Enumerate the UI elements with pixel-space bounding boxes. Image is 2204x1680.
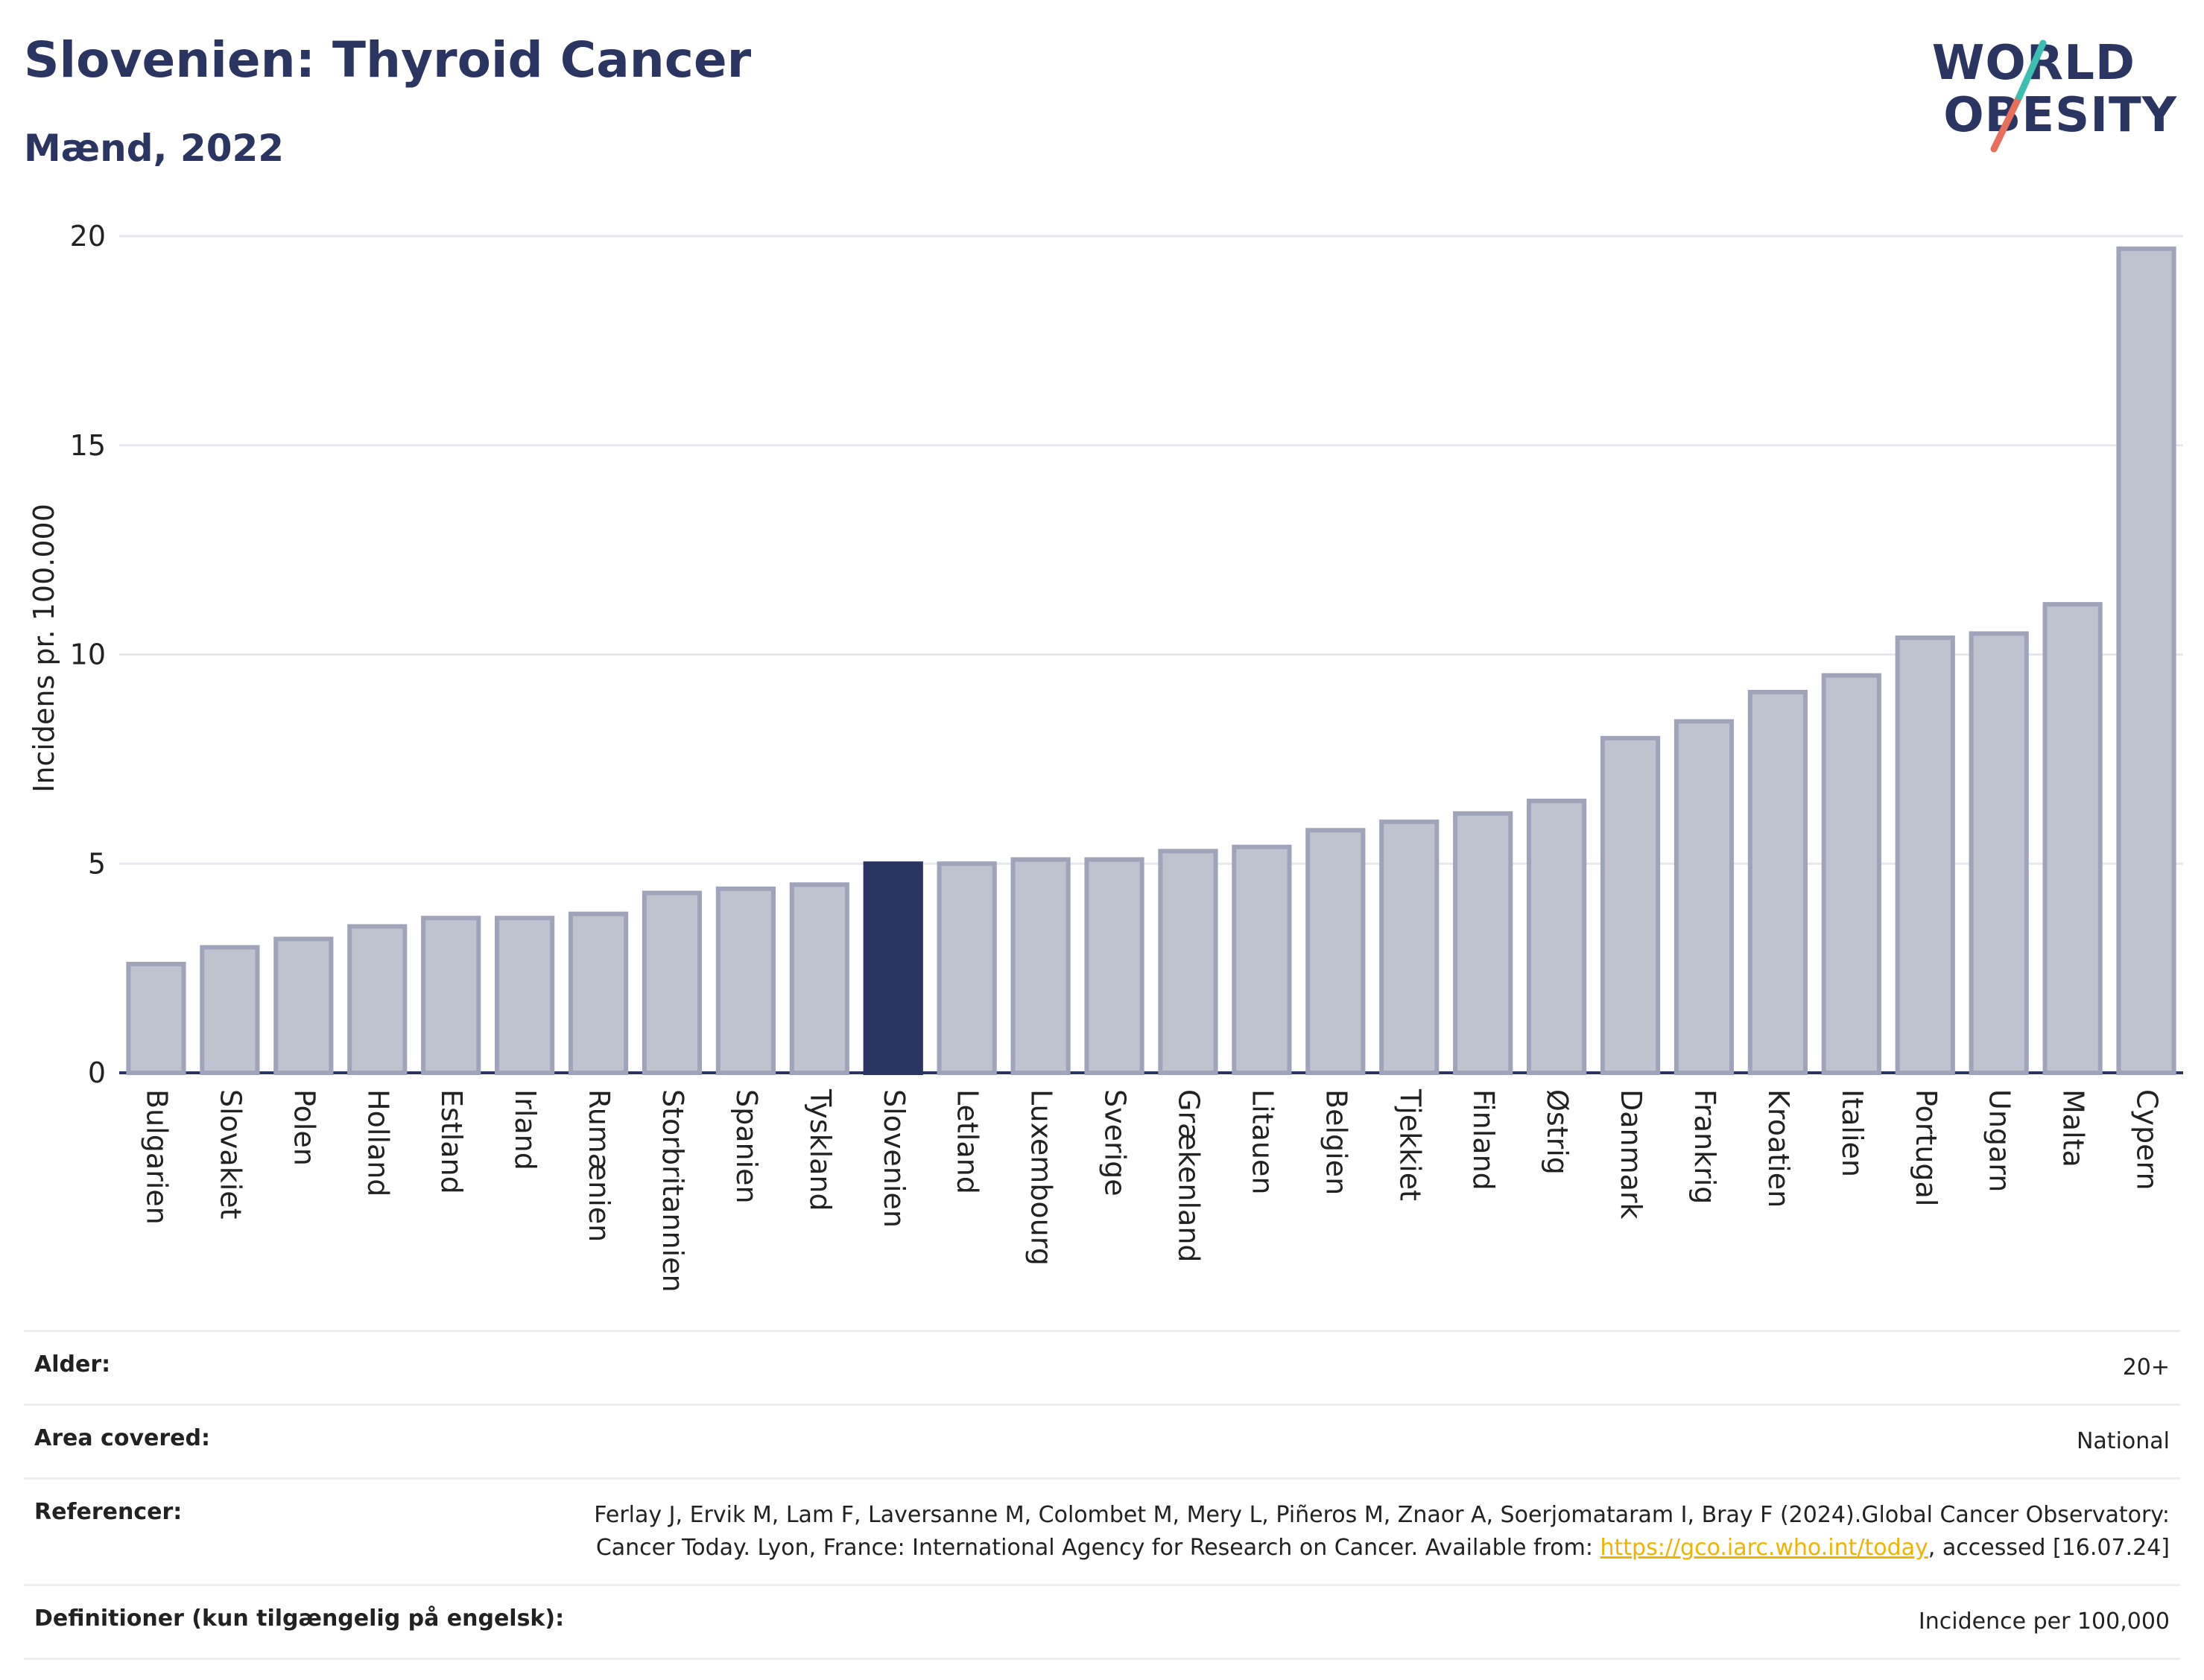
bar-rumænien <box>568 911 629 1075</box>
bar-storbritannien <box>642 890 703 1075</box>
bar-estland <box>421 916 481 1075</box>
x-tick-label: Slovenien <box>878 1089 911 1228</box>
bar-portugal <box>1895 635 1955 1075</box>
bar-finland <box>1453 811 1513 1075</box>
bar-spanien <box>715 886 776 1075</box>
x-tick-label: Luxembourg <box>1025 1089 1058 1266</box>
x-tick-label: Portugal <box>1910 1089 1942 1206</box>
x-tick-label: Slovakiet <box>214 1089 247 1220</box>
reference-text: Ferlay J, Ervik M, Lam F, Laversanne M, … <box>594 1502 2170 1561</box>
y-tick-label: 20 <box>70 220 106 253</box>
x-tick-label: Danmark <box>1615 1089 1647 1220</box>
bar-slovakiet <box>200 945 260 1075</box>
bar-irland <box>495 916 555 1075</box>
bar-italien <box>1821 673 1881 1075</box>
info-row-definitions: Definitioner (kun tilgængelig på engelsk… <box>24 1584 2180 1660</box>
info-key: Alder: <box>34 1351 111 1378</box>
x-tick-label: Ungarn <box>1983 1089 2016 1192</box>
reference-link[interactable]: https://gco.iarc.who.int/today <box>1600 1535 1928 1561</box>
x-tick-label: Storbritannien <box>656 1089 689 1293</box>
x-tick-label: Holland <box>361 1089 394 1196</box>
x-tick-label: Bulgarien <box>140 1089 173 1225</box>
y-axis-label: Incidens pr. 100.000 <box>28 504 60 793</box>
info-key: Referencer: <box>34 1499 183 1525</box>
y-tick-label: 10 <box>70 638 106 671</box>
info-row-references: Referencer: Ferlay J, Ervik M, Lam F, La… <box>24 1477 2180 1584</box>
x-tick-label: Tjekkiet <box>1393 1088 1426 1201</box>
x-tick-label: Spanien <box>730 1089 763 1204</box>
x-tick-label: Malta <box>2057 1089 2090 1167</box>
bar-tyskland <box>789 882 849 1076</box>
bar-cypern <box>2116 246 2176 1076</box>
info-value: Incidence per 100,000 <box>1918 1608 2170 1635</box>
info-key: Area covered: <box>34 1425 210 1451</box>
bar-bulgarien <box>126 962 186 1076</box>
info-value: Ferlay J, Ervik M, Lam F, Laversanne M, … <box>568 1499 2170 1565</box>
x-tick-label: Sverige <box>1099 1089 1132 1196</box>
world-obesity-logo: WORLD OBESITY <box>1924 22 2177 156</box>
bar-belgien <box>1305 828 1366 1076</box>
x-tick-label: Grækenland <box>1172 1089 1205 1263</box>
bar-holland <box>347 924 408 1075</box>
bar-danmark <box>1600 735 1661 1075</box>
x-tick-label: Polen <box>288 1089 320 1166</box>
x-tick-label: Litauen <box>1246 1089 1279 1194</box>
page-title: Slovenien: Thyroid Cancer <box>24 31 752 89</box>
bar-tjekkiet <box>1379 820 1440 1075</box>
bar-slovenien <box>863 861 923 1075</box>
x-tick-label: Irland <box>509 1089 542 1170</box>
x-tick-label: Cypern <box>2131 1089 2164 1191</box>
x-tick-label: Italien <box>1836 1089 1869 1177</box>
info-key: Definitioner (kun tilgængelig på engelsk… <box>34 1605 565 1632</box>
x-tick-label: Belgien <box>1320 1089 1352 1195</box>
info-value: National <box>2076 1428 2170 1454</box>
bar-malta <box>2042 602 2103 1075</box>
y-tick-label: 0 <box>88 1056 106 1089</box>
x-tick-label: Finland <box>1467 1089 1500 1191</box>
chart-x-ticks: Bulgarien Slovakiet Polen Holland Estland Irl… <box>140 1088 2163 1293</box>
chart-bars <box>126 246 2176 1076</box>
logo-slash-icon <box>1990 39 2047 153</box>
bar-polen <box>273 936 334 1075</box>
y-tick-label: 5 <box>88 847 106 880</box>
x-tick-label: Letland <box>951 1089 984 1194</box>
x-tick-label: Tyskland <box>804 1088 837 1211</box>
bar-sverige <box>1084 857 1144 1075</box>
bar-østrig <box>1527 799 1587 1076</box>
bar-litauen <box>1232 844 1292 1075</box>
reference-text-end: , accessed [16.07.24] <box>1928 1535 2170 1561</box>
bar-grækenland <box>1158 849 1218 1076</box>
bar-ungarn <box>1969 631 2029 1075</box>
x-tick-label: Rumænien <box>583 1089 615 1242</box>
chart-y-ticks: 0 5 10 15 20 <box>70 220 106 1089</box>
info-value: 20+ <box>2122 1354 2170 1381</box>
x-tick-label: Kroatien <box>1762 1089 1795 1208</box>
page-subtitle: Mænd, 2022 <box>24 127 285 170</box>
info-table: Alder: 20+ Area covered: National Refere… <box>24 1330 2180 1660</box>
x-tick-label: Frankrig <box>1688 1089 1721 1204</box>
bar-kroatien <box>1747 690 1808 1075</box>
info-row-area: Area covered: National <box>24 1404 2180 1477</box>
bar-chart: 0 5 10 15 20 Bulgarien Slovakiet Polen Holland E… <box>28 220 2183 1293</box>
x-tick-label: Østrig <box>1541 1089 1574 1175</box>
info-row-age: Alder: 20+ <box>24 1330 2180 1404</box>
bar-luxembourg <box>1010 857 1071 1075</box>
bar-frankrig <box>1673 719 1735 1076</box>
x-tick-label: Estland <box>435 1089 468 1194</box>
logo-line2: OBESITY <box>1943 88 2177 143</box>
y-tick-label: 15 <box>70 429 106 462</box>
bar-letland <box>937 861 997 1075</box>
